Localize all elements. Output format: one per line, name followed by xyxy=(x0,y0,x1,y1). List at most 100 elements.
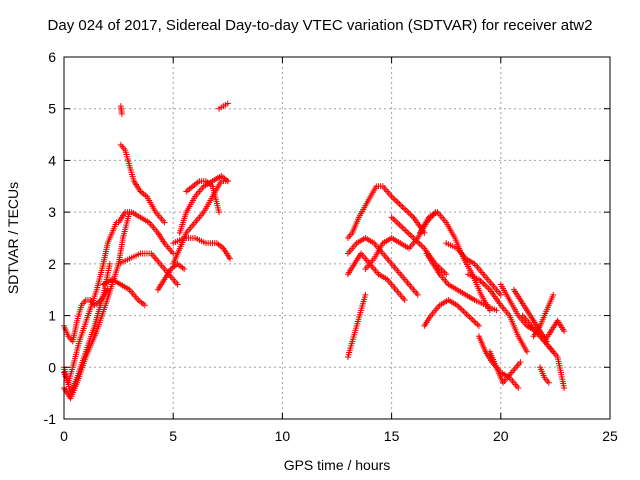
data-point xyxy=(404,229,411,236)
data-point xyxy=(393,198,400,205)
data-points xyxy=(61,100,568,402)
data-point xyxy=(397,202,404,209)
y-tick-label: 1 xyxy=(48,308,56,324)
data-track xyxy=(117,103,125,117)
y-tick-label: 6 xyxy=(48,49,56,65)
data-point xyxy=(226,255,233,262)
data-track xyxy=(421,297,482,329)
data-point xyxy=(479,279,486,286)
data-point xyxy=(407,232,414,239)
data-point xyxy=(461,309,468,316)
data-point xyxy=(443,271,450,278)
data-point xyxy=(472,319,479,326)
data-point xyxy=(405,209,412,216)
data-point xyxy=(141,302,148,309)
data-point xyxy=(391,217,398,224)
data-point xyxy=(414,291,421,298)
data-point xyxy=(174,281,181,288)
y-axis-label: SDTVAR / TECUs xyxy=(5,182,21,294)
data-point xyxy=(419,243,426,250)
data-point xyxy=(405,230,412,237)
x-tick-label: 15 xyxy=(384,428,400,444)
data-point xyxy=(401,226,408,233)
data-point xyxy=(474,321,481,328)
data-track xyxy=(541,317,568,345)
data-point xyxy=(396,221,403,228)
data-track xyxy=(216,100,231,112)
data-track xyxy=(344,235,421,298)
data-track xyxy=(537,364,552,386)
data-track xyxy=(115,209,177,257)
data-point xyxy=(397,223,404,230)
x-tick-label: 20 xyxy=(493,428,509,444)
data-point xyxy=(224,178,231,185)
data-point xyxy=(545,379,552,386)
data-point xyxy=(466,314,473,321)
data-track xyxy=(388,214,450,278)
data-track xyxy=(61,219,120,386)
data-point xyxy=(482,282,489,289)
data-point xyxy=(391,196,398,203)
data-point xyxy=(399,203,406,210)
data-point xyxy=(216,209,223,216)
data-point xyxy=(388,214,395,221)
data-point xyxy=(460,308,467,315)
data-point xyxy=(550,291,557,298)
y-tick-label: -1 xyxy=(44,411,57,427)
data-point xyxy=(401,205,408,212)
data-point xyxy=(393,218,400,225)
data-point xyxy=(362,291,369,298)
data-point xyxy=(161,219,168,226)
y-tick-label: 0 xyxy=(48,359,56,375)
data-point xyxy=(517,359,524,366)
data-point xyxy=(402,206,409,213)
data-point xyxy=(106,260,113,267)
data-track xyxy=(443,240,504,298)
data-point xyxy=(457,305,464,312)
data-point xyxy=(396,201,403,208)
x-axis-label: GPS time / hours xyxy=(284,457,391,473)
data-point xyxy=(390,215,397,222)
data-point xyxy=(399,224,406,231)
data-point xyxy=(394,220,401,227)
y-tick-label: 4 xyxy=(48,152,56,168)
data-point xyxy=(418,242,425,249)
data-track xyxy=(183,178,223,216)
data-point xyxy=(181,266,188,273)
data-point xyxy=(394,199,401,206)
chart-title: Day 024 of 2017, Sidereal Day-to-day VTE… xyxy=(48,17,593,34)
data-track xyxy=(170,235,233,262)
x-tick-label: 0 xyxy=(60,428,68,444)
data-point xyxy=(468,315,475,322)
data-point xyxy=(401,297,408,304)
data-point xyxy=(407,211,414,218)
data-point xyxy=(390,195,397,202)
data-point xyxy=(493,307,500,314)
x-tick-label: 10 xyxy=(275,428,291,444)
data-track xyxy=(100,276,148,309)
data-point xyxy=(483,283,490,290)
y-tick-label: 3 xyxy=(48,204,56,220)
x-tick-label: 5 xyxy=(169,428,177,444)
data-point xyxy=(458,306,465,313)
data-point xyxy=(485,285,492,292)
data-point xyxy=(408,212,415,219)
data-point xyxy=(561,328,568,335)
data-track xyxy=(465,271,531,355)
y-tick-label: 5 xyxy=(48,101,56,117)
data-point xyxy=(463,311,470,318)
plot-frame xyxy=(63,56,611,420)
data-point xyxy=(118,110,125,117)
data-track xyxy=(117,141,168,226)
data-track xyxy=(344,291,369,360)
data-track xyxy=(61,286,111,345)
data-track xyxy=(530,291,557,340)
data-point xyxy=(497,291,504,298)
grid-lines xyxy=(64,57,610,419)
x-tick-label: 25 xyxy=(602,428,618,444)
data-point xyxy=(471,318,478,325)
data-track xyxy=(344,250,408,304)
data-point xyxy=(170,250,177,257)
